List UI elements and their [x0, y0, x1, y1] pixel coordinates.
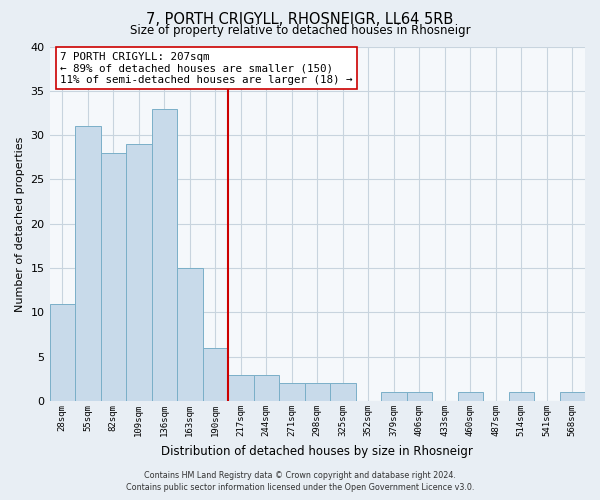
Bar: [203, 348, 228, 401]
Bar: [228, 374, 254, 401]
Bar: [177, 268, 203, 401]
Bar: [330, 384, 356, 401]
Bar: [152, 108, 177, 401]
Bar: [381, 392, 407, 401]
Bar: [407, 392, 432, 401]
Bar: [509, 392, 534, 401]
Y-axis label: Number of detached properties: Number of detached properties: [15, 136, 25, 312]
Bar: [50, 304, 75, 401]
Text: Size of property relative to detached houses in Rhosneigr: Size of property relative to detached ho…: [130, 24, 470, 37]
Text: 7 PORTH CRIGYLL: 207sqm
← 89% of detached houses are smaller (150)
11% of semi-d: 7 PORTH CRIGYLL: 207sqm ← 89% of detache…: [60, 52, 353, 85]
Bar: [254, 374, 279, 401]
Bar: [101, 153, 126, 401]
Bar: [75, 126, 101, 401]
Bar: [458, 392, 483, 401]
X-axis label: Distribution of detached houses by size in Rhosneigr: Distribution of detached houses by size …: [161, 444, 473, 458]
Bar: [305, 384, 330, 401]
Bar: [279, 384, 305, 401]
Text: 7, PORTH CRIGYLL, RHOSNEIGR, LL64 5RB: 7, PORTH CRIGYLL, RHOSNEIGR, LL64 5RB: [146, 12, 454, 28]
Text: Contains HM Land Registry data © Crown copyright and database right 2024.
Contai: Contains HM Land Registry data © Crown c…: [126, 471, 474, 492]
Bar: [126, 144, 152, 401]
Bar: [560, 392, 585, 401]
